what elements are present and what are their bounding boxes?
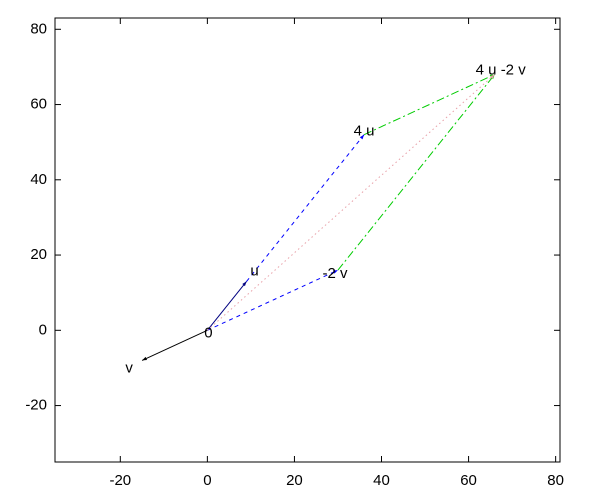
- y-tick-label: 80: [30, 20, 47, 37]
- point-label: v: [125, 359, 133, 376]
- x-tick-label: -20: [109, 472, 131, 489]
- point-label: 4 u: [354, 123, 375, 140]
- x-tick-label: 80: [547, 472, 564, 489]
- arrow-head: [142, 356, 148, 361]
- x-tick-label: 20: [286, 472, 303, 489]
- y-tick-label: -20: [25, 397, 47, 414]
- vector: [141, 329, 208, 361]
- y-tick-label: 60: [30, 96, 47, 113]
- vector: [363, 73, 495, 136]
- arrow-head: [490, 74, 495, 79]
- vector: [246, 134, 365, 282]
- arrow-head: [359, 134, 365, 140]
- arrow-head: [242, 281, 247, 287]
- vector: [337, 74, 496, 271]
- point-label: -2 v: [322, 265, 348, 282]
- arrow-head: [332, 270, 338, 274]
- x-tick-label: 60: [460, 472, 477, 489]
- point-label: u: [250, 262, 258, 279]
- vector: [206, 281, 247, 331]
- y-tick-label: 20: [30, 246, 47, 263]
- y-tick-label: 0: [39, 321, 47, 338]
- point-label: 0: [204, 324, 212, 341]
- y-tick-label: 40: [30, 171, 47, 188]
- vector: [207, 74, 496, 331]
- vector: [207, 269, 339, 331]
- x-tick-label: 0: [203, 472, 211, 489]
- x-tick-label: 40: [373, 472, 390, 489]
- plot-frame: [54, 17, 561, 463]
- point-label: 4 u -2 v: [476, 61, 527, 78]
